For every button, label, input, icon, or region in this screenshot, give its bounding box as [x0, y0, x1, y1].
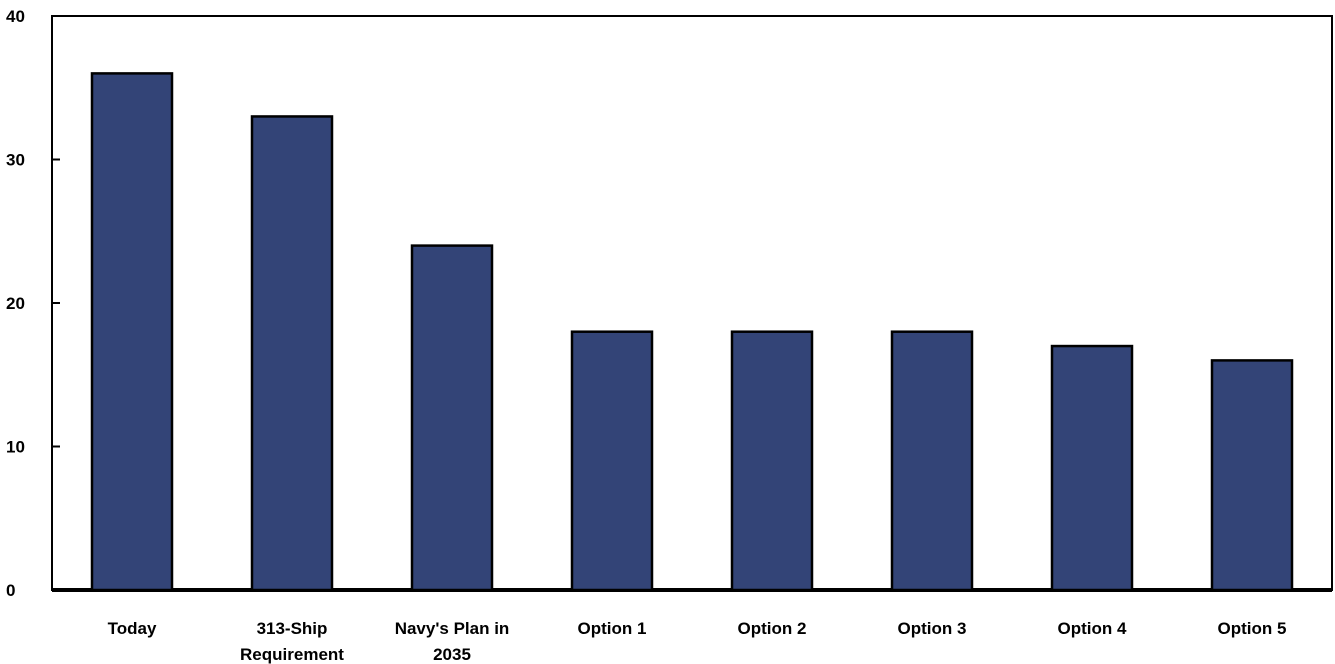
y-tick-label: 30 — [6, 151, 25, 170]
y-tick-label: 40 — [6, 7, 25, 26]
bar — [1210, 359, 1294, 592]
bar — [730, 330, 814, 592]
bar — [410, 244, 494, 592]
x-tick-label: Option 5 — [1218, 619, 1287, 638]
x-axis-labels: Today 313-Ship Requirement Navy's Plan in 20… — [108, 619, 1287, 664]
bar — [890, 330, 974, 592]
x-tick-label: Option 4 — [1058, 619, 1127, 638]
x-tick-label: 313-Ship Requirement — [240, 619, 344, 664]
x-tick-label: Option 1 — [578, 619, 647, 638]
plot-border — [51, 15, 1333, 591]
bar — [90, 72, 174, 592]
bar — [1050, 344, 1134, 592]
y-tick-label: 20 — [6, 294, 25, 313]
x-tick-label: Option 3 — [898, 619, 967, 638]
x-tick-label: Navy's Plan in 2035 — [395, 619, 510, 664]
bars-group — [90, 72, 1294, 592]
y-tick-label: 0 — [6, 581, 15, 600]
plot-frame — [51, 15, 1333, 592]
bar — [250, 115, 334, 592]
y-axis-ticks: 0 10 20 30 40 — [6, 7, 60, 600]
x-tick-label: Option 2 — [738, 619, 807, 638]
y-tick-label: 10 — [6, 438, 25, 457]
bar — [570, 330, 654, 592]
x-tick-label: Today — [108, 619, 157, 638]
